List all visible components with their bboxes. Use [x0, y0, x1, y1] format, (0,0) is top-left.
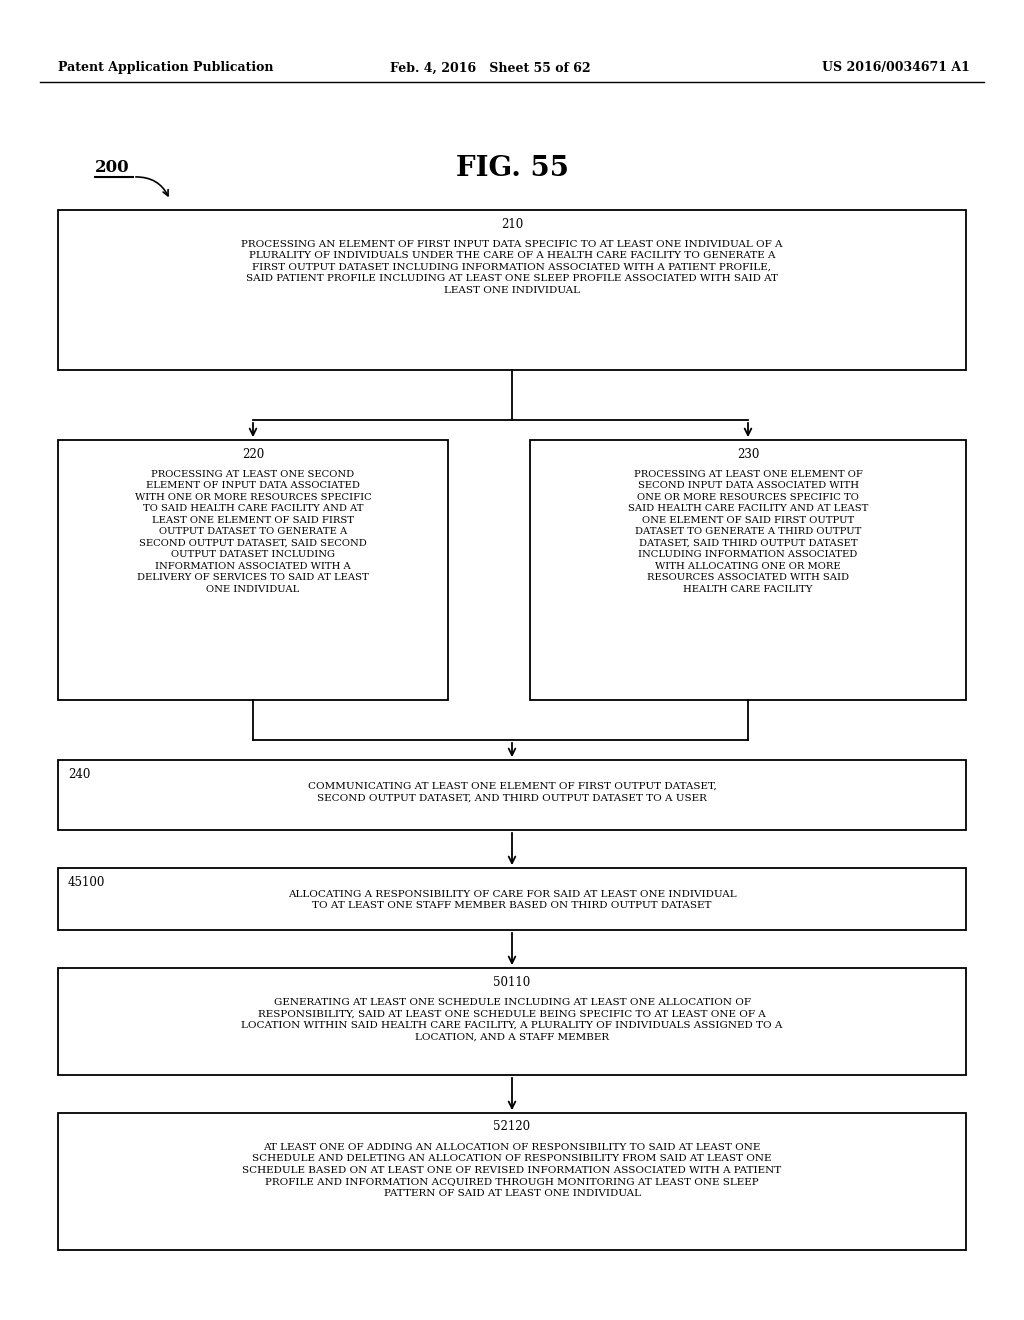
- FancyArrowPatch shape: [136, 177, 168, 195]
- Text: 45100: 45100: [68, 875, 105, 888]
- Text: 230: 230: [737, 447, 759, 461]
- Text: Feb. 4, 2016   Sheet 55 of 62: Feb. 4, 2016 Sheet 55 of 62: [390, 62, 590, 74]
- Text: Patent Application Publication: Patent Application Publication: [58, 62, 273, 74]
- Text: COMMUNICATING AT LEAST ONE ELEMENT OF FIRST OUTPUT DATASET,
SECOND OUTPUT DATASE: COMMUNICATING AT LEAST ONE ELEMENT OF FI…: [307, 781, 717, 803]
- Bar: [58, 760, 966, 830]
- Text: GENERATING AT LEAST ONE SCHEDULE INCLUDING AT LEAST ONE ALLOCATION OF
RESPONSIBI: GENERATING AT LEAST ONE SCHEDULE INCLUDI…: [242, 998, 782, 1041]
- Text: PROCESSING AT LEAST ONE ELEMENT OF
SECOND INPUT DATA ASSOCIATED WITH
ONE OR MORE: PROCESSING AT LEAST ONE ELEMENT OF SECON…: [628, 470, 868, 594]
- Text: 240: 240: [68, 767, 90, 780]
- Text: AT LEAST ONE OF ADDING AN ALLOCATION OF RESPONSIBILITY TO SAID AT LEAST ONE
SCHE: AT LEAST ONE OF ADDING AN ALLOCATION OF …: [243, 1143, 781, 1197]
- Bar: [58, 440, 449, 700]
- Text: PROCESSING AT LEAST ONE SECOND
ELEMENT OF INPUT DATA ASSOCIATED
WITH ONE OR MORE: PROCESSING AT LEAST ONE SECOND ELEMENT O…: [134, 470, 372, 594]
- Text: 50110: 50110: [494, 975, 530, 989]
- Text: FIG. 55: FIG. 55: [456, 154, 568, 181]
- Text: US 2016/0034671 A1: US 2016/0034671 A1: [822, 62, 970, 74]
- Bar: [58, 869, 966, 931]
- Bar: [58, 210, 966, 370]
- Text: ALLOCATING A RESPONSIBILITY OF CARE FOR SAID AT LEAST ONE INDIVIDUAL
TO AT LEAST: ALLOCATING A RESPONSIBILITY OF CARE FOR …: [288, 890, 736, 911]
- Bar: [530, 440, 966, 700]
- Bar: [58, 1113, 966, 1250]
- Text: 210: 210: [501, 218, 523, 231]
- Text: 200: 200: [95, 160, 130, 177]
- Text: 220: 220: [242, 447, 264, 461]
- Text: PROCESSING AN ELEMENT OF FIRST INPUT DATA SPECIFIC TO AT LEAST ONE INDIVIDUAL OF: PROCESSING AN ELEMENT OF FIRST INPUT DAT…: [242, 240, 782, 294]
- Text: 52120: 52120: [494, 1121, 530, 1134]
- Bar: [58, 968, 966, 1074]
